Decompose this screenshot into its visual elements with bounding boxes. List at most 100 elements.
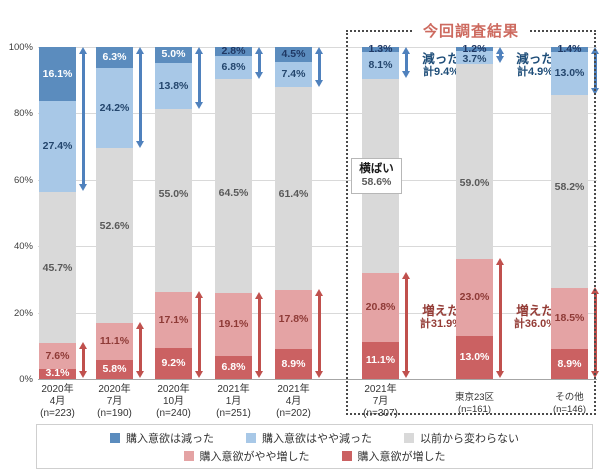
bar-segment-unchanged bbox=[275, 86, 312, 291]
segment-value-label: 1.2% bbox=[462, 42, 487, 55]
segment-value-label: 55.0% bbox=[158, 187, 189, 200]
bar-segment-decreased bbox=[155, 46, 192, 64]
bar-segment-unchanged bbox=[456, 63, 493, 260]
segment-value-label: 64.5% bbox=[218, 186, 249, 199]
legend-item-decreased: 購入意欲は減った bbox=[110, 430, 214, 446]
segment-value-label: 17.1% bbox=[158, 313, 189, 326]
x-axis-label: 2021年 1月 (n=251) bbox=[216, 384, 251, 420]
gridline-20 bbox=[38, 312, 597, 314]
segment-value-label: 7.4% bbox=[281, 67, 306, 80]
legend-item-unchanged: 以前から変わらない bbox=[404, 430, 519, 446]
segment-value-label: 45.7% bbox=[42, 261, 73, 274]
y-axis-label: 20% bbox=[13, 307, 33, 319]
increase-arrow bbox=[255, 292, 264, 378]
segment-value-label: 13.8% bbox=[158, 79, 189, 92]
increase-arrow bbox=[496, 258, 505, 378]
legend-label: 以前から変わらない bbox=[420, 433, 519, 445]
x-axis-label: 2021年 7月 (n=307) bbox=[363, 384, 398, 420]
segment-value-label: 8.9% bbox=[281, 357, 306, 370]
bar-segment-somewhat_increased bbox=[551, 288, 588, 350]
increase-arrow bbox=[315, 289, 324, 378]
segment-value-label: 23.0% bbox=[459, 291, 490, 304]
segment-value-label: 11.1% bbox=[99, 334, 130, 347]
bar-segment-decreased bbox=[362, 47, 399, 52]
segment-value-label: 16.1% bbox=[42, 67, 73, 80]
segment-value-label: 18.5% bbox=[554, 312, 585, 325]
increase-arrow bbox=[195, 290, 204, 378]
gridline-60 bbox=[38, 179, 597, 181]
decrease-arrow bbox=[195, 47, 204, 110]
legend-swatch-somewhat-decreased bbox=[246, 433, 256, 443]
bar-segment-decreased bbox=[456, 47, 493, 52]
segment-value-label: 9.2% bbox=[161, 357, 186, 370]
x-axis-label: その他 (n=146) bbox=[552, 392, 586, 415]
decrease-total-note: 減った 計4.9% bbox=[516, 52, 554, 78]
decrease-arrow bbox=[136, 47, 145, 149]
decrease-arrow bbox=[496, 47, 505, 64]
bar-segment-somewhat_increased bbox=[362, 273, 399, 343]
bar-segment-somewhat_increased bbox=[96, 322, 133, 360]
legend-label: 購入意欲はやや減った bbox=[262, 433, 372, 445]
bar-segment-unchanged bbox=[155, 109, 192, 292]
bar-segment-decreased bbox=[39, 47, 76, 101]
bar-segment-increased bbox=[39, 368, 76, 379]
gridline-0 bbox=[38, 379, 597, 380]
legend-label: 購入意欲は減った bbox=[126, 433, 214, 445]
increase-total-note: 増えた 計31.9% bbox=[419, 304, 463, 330]
bar-segment-somewhat_decreased bbox=[96, 67, 133, 149]
x-axis-label: 東京23区 (n=161) bbox=[454, 392, 495, 415]
gridline-40 bbox=[38, 246, 597, 248]
y-axis-label: 100% bbox=[8, 42, 33, 53]
bar-segment-decreased bbox=[215, 47, 252, 57]
bar-segment-unchanged bbox=[551, 94, 588, 289]
segment-value-label: 1.4% bbox=[557, 42, 582, 55]
flat-note-box: 横ばい 58.6% bbox=[351, 158, 402, 194]
gridline-80 bbox=[38, 113, 597, 115]
segment-value-label: 7.6% bbox=[45, 349, 70, 362]
segment-value-label: 17.8% bbox=[278, 313, 309, 326]
y-axis-label: 0% bbox=[19, 374, 33, 385]
segment-value-label: 19.1% bbox=[218, 318, 249, 331]
bar-segment-increased bbox=[155, 348, 192, 379]
legend-swatch-somewhat-increased bbox=[183, 451, 194, 461]
x-axis-label: 2021年 4月 (n=202) bbox=[276, 384, 311, 420]
segment-value-label: 3.7% bbox=[462, 53, 487, 66]
bar-segment-somewhat_increased bbox=[275, 290, 312, 350]
bar-segment-decreased bbox=[96, 47, 133, 68]
y-axis-label: 60% bbox=[13, 174, 33, 186]
legend-label: 購入意欲が増した bbox=[357, 451, 446, 463]
x-axis-label: 2020年 7月 (n=190) bbox=[97, 384, 132, 420]
bar-segment-somewhat_decreased bbox=[155, 63, 192, 110]
legend-swatch-increased bbox=[341, 451, 352, 461]
increase-arrow bbox=[136, 321, 145, 378]
legend-item-increased: 購入意欲が増した bbox=[341, 448, 446, 464]
bar-segment-somewhat_decreased bbox=[362, 51, 399, 79]
bar-segment-unchanged bbox=[96, 148, 133, 323]
segment-value-label: 3.1% bbox=[45, 367, 70, 380]
bar-segment-somewhat_decreased bbox=[275, 61, 312, 87]
segment-value-label: 2.8% bbox=[221, 45, 246, 58]
bar-segment-somewhat_decreased bbox=[215, 56, 252, 79]
legend-swatch-decreased bbox=[110, 433, 120, 443]
bar-segment-increased bbox=[456, 335, 493, 379]
bar-segment-increased bbox=[362, 342, 399, 379]
decrease-arrow bbox=[315, 47, 324, 87]
segment-value-label: 13.0% bbox=[554, 66, 585, 79]
legend-label: 購入意欲がやや増した bbox=[199, 451, 310, 463]
bar-segment-somewhat_increased bbox=[215, 293, 252, 357]
legend-row-2: 購入意欲がやや増した 購入意欲が増した bbox=[37, 448, 592, 464]
bar-segment-increased bbox=[275, 349, 312, 379]
segment-value-label: 8.9% bbox=[557, 357, 582, 370]
segment-value-label: 6.8% bbox=[221, 61, 246, 74]
bar-segment-somewhat_increased bbox=[456, 259, 493, 336]
increase-arrow bbox=[79, 342, 88, 378]
decrease-arrow bbox=[591, 47, 600, 95]
increase-arrow bbox=[402, 272, 411, 378]
bar-segment-increased bbox=[96, 359, 133, 379]
decrease-arrow bbox=[402, 47, 411, 79]
increase-total-note: 増えた 計36.0% bbox=[513, 304, 557, 330]
decrease-arrow bbox=[255, 47, 264, 79]
legend-item-somewhat-decreased: 購入意欲はやや減った bbox=[246, 430, 372, 446]
